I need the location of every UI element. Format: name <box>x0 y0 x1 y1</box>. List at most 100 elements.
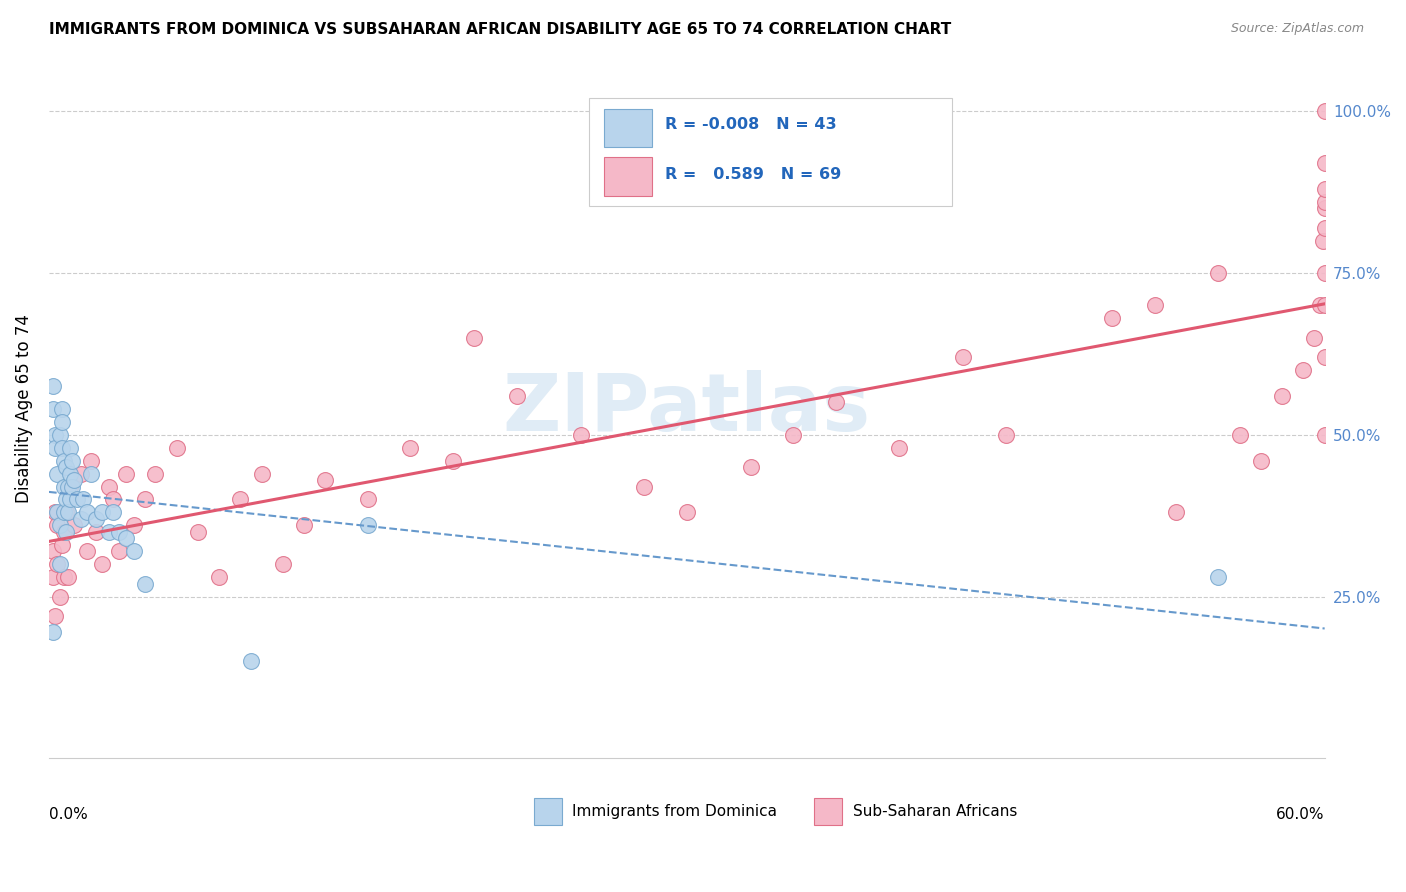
Point <box>633 479 655 493</box>
Y-axis label: Disability Age 65 to 74: Disability Age 65 to 74 <box>15 315 32 503</box>
Point <box>44 427 66 442</box>
Point <box>271 557 294 571</box>
Point <box>1101 311 1123 326</box>
Point <box>44 505 66 519</box>
Point <box>52 479 75 493</box>
Point <box>1313 298 1336 312</box>
Point <box>51 401 73 416</box>
Text: 60.0%: 60.0% <box>1277 807 1324 822</box>
Point <box>52 524 75 539</box>
FancyBboxPatch shape <box>605 157 652 196</box>
FancyBboxPatch shape <box>534 798 562 824</box>
Point <box>1208 570 1230 584</box>
Point <box>1229 427 1251 442</box>
Point <box>97 479 120 493</box>
Point <box>60 453 83 467</box>
Point <box>55 524 77 539</box>
Point <box>1313 156 1336 170</box>
Point <box>108 524 131 539</box>
Point <box>42 544 65 558</box>
Point <box>59 441 82 455</box>
Point <box>59 467 82 481</box>
Point <box>1312 234 1334 248</box>
Point <box>1313 194 1336 209</box>
Point <box>42 401 65 416</box>
Point <box>292 518 315 533</box>
Point <box>52 505 75 519</box>
Point <box>91 557 114 571</box>
Point <box>463 331 485 345</box>
Point <box>824 395 846 409</box>
Point <box>134 492 156 507</box>
Point <box>84 512 107 526</box>
Text: Source: ZipAtlas.com: Source: ZipAtlas.com <box>1230 22 1364 36</box>
Point <box>55 492 77 507</box>
Point <box>1313 350 1336 364</box>
Point <box>250 467 273 481</box>
Point <box>1313 266 1336 280</box>
Point <box>994 427 1017 442</box>
Point <box>229 492 252 507</box>
Point <box>114 467 136 481</box>
Point <box>1313 104 1336 119</box>
Point <box>187 524 209 539</box>
Point <box>889 441 911 455</box>
Point <box>76 505 98 519</box>
Point <box>134 576 156 591</box>
Text: Sub-Saharan Africans: Sub-Saharan Africans <box>852 804 1017 819</box>
Point <box>84 524 107 539</box>
Point <box>122 544 145 558</box>
Point <box>55 460 77 475</box>
Point <box>1292 363 1315 377</box>
Point <box>952 350 974 364</box>
Point <box>44 608 66 623</box>
Point <box>1250 453 1272 467</box>
Point <box>1143 298 1166 312</box>
Point <box>782 427 804 442</box>
Point <box>42 625 65 640</box>
Point <box>80 453 103 467</box>
Point <box>114 531 136 545</box>
Point <box>48 427 70 442</box>
Point <box>441 453 464 467</box>
Point <box>48 518 70 533</box>
Point <box>46 467 69 481</box>
Point <box>48 590 70 604</box>
Point <box>1309 298 1331 312</box>
Point <box>52 453 75 467</box>
Point <box>72 492 94 507</box>
Point <box>63 473 86 487</box>
Point <box>63 518 86 533</box>
Point <box>1164 505 1187 519</box>
Point <box>1313 220 1336 235</box>
Point <box>143 467 166 481</box>
FancyBboxPatch shape <box>605 109 652 147</box>
Point <box>1313 202 1336 216</box>
Point <box>357 492 380 507</box>
Point <box>569 427 592 442</box>
Point <box>80 467 103 481</box>
Point <box>42 379 65 393</box>
Point <box>65 492 87 507</box>
Point <box>76 544 98 558</box>
Point <box>51 415 73 429</box>
Point <box>56 479 79 493</box>
Point <box>166 441 188 455</box>
Point <box>46 518 69 533</box>
Text: ZIPatlas: ZIPatlas <box>503 370 870 448</box>
Point <box>1271 389 1294 403</box>
Point <box>101 505 124 519</box>
Point <box>506 389 529 403</box>
Point <box>60 479 83 493</box>
Point <box>51 538 73 552</box>
Point <box>46 505 69 519</box>
Text: IMMIGRANTS FROM DOMINICA VS SUBSAHARAN AFRICAN DISABILITY AGE 65 TO 74 CORRELATI: IMMIGRANTS FROM DOMINICA VS SUBSAHARAN A… <box>49 22 952 37</box>
FancyBboxPatch shape <box>814 798 842 824</box>
Point <box>52 570 75 584</box>
Point <box>208 570 231 584</box>
Point <box>1208 266 1230 280</box>
Point <box>59 492 82 507</box>
Text: R =   0.589   N = 69: R = 0.589 N = 69 <box>665 168 841 182</box>
Point <box>44 441 66 455</box>
Point <box>357 518 380 533</box>
